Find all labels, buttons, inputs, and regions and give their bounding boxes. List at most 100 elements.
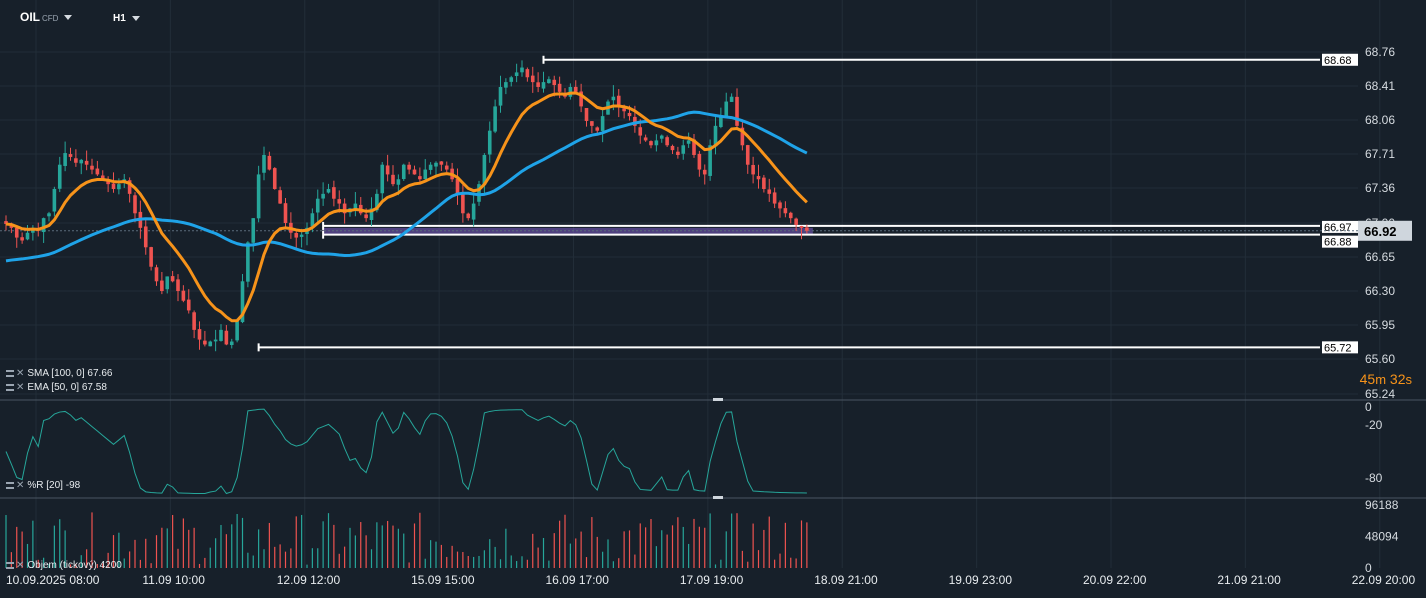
candle-body	[627, 112, 632, 117]
candle-body	[364, 214, 368, 219]
symbol-selector[interactable]: OIL CFD	[20, 10, 73, 24]
symbol-tag: CFD	[42, 14, 59, 23]
time-axis-tick: 22.09 20:00	[1352, 573, 1416, 587]
candle-body	[256, 174, 261, 219]
time-axis-tick: 18.09 21:00	[814, 573, 878, 587]
candle-body	[616, 95, 621, 107]
volume-axis-tick: 0	[1365, 561, 1372, 575]
candle-body	[439, 161, 444, 165]
candle-body	[246, 242, 250, 282]
candle-body	[643, 137, 648, 141]
candle-body	[590, 121, 594, 126]
price-axis-tick: 67.71	[1365, 147, 1395, 161]
candle-body	[20, 237, 24, 241]
legend-ema-label: EMA [50, 0] 67.58	[27, 382, 107, 393]
candle-body	[778, 202, 782, 209]
candle-body	[90, 165, 94, 170]
ema-line	[5, 91, 808, 323]
settings-icon[interactable]	[6, 481, 14, 489]
legend-wr-label: %R [20] -98	[27, 480, 81, 491]
settings-icon[interactable]	[6, 383, 14, 391]
candle-body	[219, 329, 223, 341]
candle-body	[369, 208, 374, 221]
oscillator-axis-tick: 0	[1365, 400, 1372, 414]
candle-body	[251, 218, 256, 243]
candle-body	[181, 290, 186, 301]
candle-body	[493, 106, 497, 132]
candle-body	[9, 225, 14, 228]
candle-body	[423, 169, 428, 180]
candle-body	[79, 159, 84, 164]
countdown-minutes: 45	[1359, 371, 1376, 387]
candle-body	[547, 79, 551, 84]
close-icon[interactable]: ✕	[16, 560, 25, 571]
candle-body	[681, 145, 686, 154]
candle-body	[68, 154, 73, 157]
candle-body	[584, 107, 589, 121]
candle-body	[57, 164, 62, 189]
legend-ema[interactable]: ✕ EMA [50, 0] 67.58	[6, 382, 107, 393]
candle-body	[396, 179, 401, 185]
candle-body	[552, 79, 557, 86]
candle-body	[14, 227, 19, 238]
time-axis-tick: 10.09.2025 08:00	[6, 573, 100, 587]
time-axis-tick: 21.09 21:00	[1217, 573, 1281, 587]
candle-body	[756, 176, 761, 180]
time-axis-tick: 12.09 12:00	[277, 573, 341, 587]
candle-body	[805, 227, 809, 231]
candle-body	[283, 203, 288, 223]
price-axis-tick: 66.30	[1365, 284, 1395, 298]
timeframe-selector[interactable]: H1	[113, 13, 140, 24]
candle-body	[100, 175, 105, 180]
legend-williams-r[interactable]: ✕ %R [20] -98	[6, 480, 80, 491]
close-icon[interactable]: ✕	[16, 368, 25, 379]
candle-body	[713, 125, 718, 147]
candle-body	[160, 280, 164, 292]
candle-body	[407, 164, 411, 170]
candle-body	[676, 151, 680, 155]
candle-body	[154, 267, 159, 282]
candle-body	[213, 339, 218, 342]
candle-body	[444, 165, 449, 170]
countdown-seconds: 32	[1389, 371, 1406, 387]
candle-body	[385, 165, 390, 175]
candle-body	[208, 341, 213, 347]
settings-icon[interactable]	[6, 561, 14, 569]
close-icon[interactable]: ✕	[16, 382, 25, 393]
time-axis-tick: 20.09 22:00	[1083, 573, 1147, 587]
volume-axis-tick: 96188	[1365, 498, 1399, 512]
candle-body	[165, 276, 170, 290]
candle-body	[192, 312, 196, 330]
candle-body	[272, 168, 277, 189]
candle-body	[509, 77, 514, 82]
candle-body	[735, 96, 739, 126]
symbol-dropdown-icon	[64, 15, 73, 21]
williams-r-line	[5, 408, 807, 495]
settings-icon[interactable]	[6, 369, 14, 377]
candle-body	[52, 188, 57, 212]
candle-body	[106, 181, 110, 185]
oscillator-axis-tick: -80	[1365, 471, 1383, 485]
candle-body	[229, 341, 234, 346]
candle-body	[799, 225, 804, 228]
sma-line	[5, 110, 808, 263]
candle-body	[659, 135, 664, 139]
candle-body	[504, 82, 508, 88]
legend-sma[interactable]: ✕ SMA [100, 0] 67.66	[6, 368, 112, 379]
candle-body	[745, 145, 750, 165]
candle-body	[719, 116, 723, 128]
time-axis-tick: 19.09 23:00	[949, 573, 1013, 587]
close-icon[interactable]: ✕	[16, 480, 25, 491]
candle-body	[337, 199, 342, 204]
price-axis-tick: 65.24	[1365, 387, 1395, 401]
candle-body	[380, 164, 385, 194]
legend-volume[interactable]: ✕ Objem (tickový) 4200	[6, 560, 122, 571]
volume-axis-tick: 48094	[1365, 530, 1399, 544]
time-axis-tick: 17.09 19:00	[680, 573, 744, 587]
level-label-box	[1322, 235, 1358, 248]
candle-body	[428, 164, 433, 170]
candle-body	[525, 69, 530, 78]
candle-body	[708, 145, 712, 176]
candle-body	[724, 101, 729, 117]
